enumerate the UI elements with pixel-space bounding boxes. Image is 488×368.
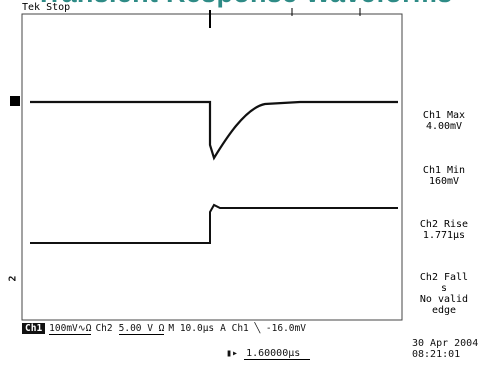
ch2-label[interactable]: Ch2 [95,323,113,334]
ch1-badge[interactable]: Ch1 [22,323,46,334]
timebase: M 10.0µs [168,323,215,334]
measurement-ch1-max: Ch1 Max 4.00mV [422,110,466,132]
ch2-marker: 2 [7,275,19,282]
time-text: 08:21:01 [412,349,461,360]
graticule-frame [21,13,403,321]
date-text: 30 Apr 2004 [412,338,479,349]
trigger-position: ▮▸ 1.60000µs [226,348,311,360]
trigger-settings: A Ch1 ╲ -16.0mV [220,323,306,334]
ch2-trace [30,203,398,244]
measurement-ch1-min: Ch1 Min 160mV [422,165,466,187]
measurement-ch2-fall: Ch2 Fall s No valid edge [419,272,469,316]
ch1-trace [30,100,398,161]
trigger-position-value: 1.60000µs [244,348,311,360]
status-text: Tek Stop [22,2,71,13]
ch2-scale: 5.00 V Ω [118,322,165,335]
settings-bar: Ch1 100mV∿Ω Ch2 5.00 V Ω M 10.0µs A Ch1 … [22,322,312,335]
ch1-ground-marker [10,96,20,106]
ch1-scale: 100mV∿Ω [49,322,92,335]
page-title: Transient Response Waveforms [35,0,452,9]
measurement-ch2-rise: Ch2 Rise 1.771µs [419,219,469,241]
timestamp: 30 Apr 2004 08:21:01 [412,338,478,360]
trigger-position-icon: ▮▸ [226,348,239,359]
